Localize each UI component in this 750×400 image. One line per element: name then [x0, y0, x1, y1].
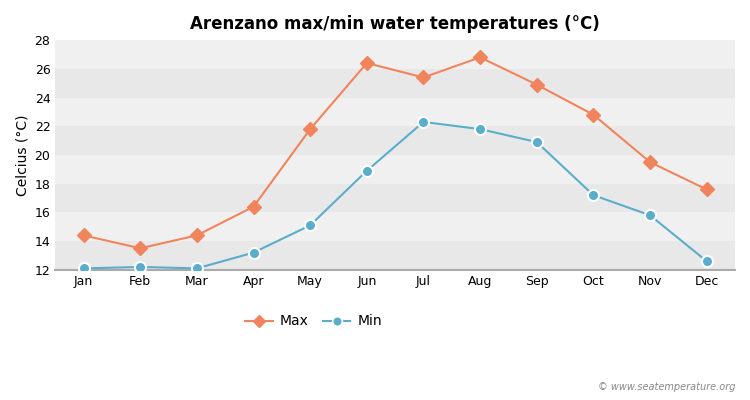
Max	[589, 112, 598, 117]
Max	[476, 55, 484, 60]
Bar	[56, 212, 735, 241]
Max	[136, 246, 145, 251]
Max	[306, 127, 315, 132]
Bar	[56, 98, 735, 126]
Min	[79, 266, 88, 271]
Bar	[56, 241, 735, 270]
Min	[589, 193, 598, 198]
Text: © www.seatemperature.org: © www.seatemperature.org	[598, 382, 735, 392]
Max	[532, 82, 542, 87]
Bar	[56, 155, 735, 184]
Max	[79, 233, 88, 238]
Min	[646, 213, 655, 218]
Min	[193, 266, 202, 271]
Min	[476, 127, 484, 132]
Min	[249, 250, 258, 255]
Title: Arenzano max/min water temperatures (°C): Arenzano max/min water temperatures (°C)	[190, 15, 600, 33]
Bar	[56, 69, 735, 98]
Min	[306, 223, 315, 228]
Bar	[56, 40, 735, 69]
Bar	[56, 184, 735, 212]
Max	[646, 160, 655, 164]
Min	[419, 120, 428, 124]
Max	[419, 75, 428, 80]
Max	[193, 233, 202, 238]
Min	[532, 140, 542, 144]
Line: Max: Max	[79, 52, 712, 253]
Min	[136, 264, 145, 269]
Max	[249, 204, 258, 209]
Max	[702, 187, 711, 192]
Legend: Max, Min: Max, Min	[239, 309, 388, 334]
Line: Min: Min	[78, 116, 712, 274]
Bar	[56, 126, 735, 155]
Max	[362, 61, 371, 66]
Min	[702, 259, 711, 264]
Min	[362, 168, 371, 173]
Y-axis label: Celcius (°C): Celcius (°C)	[15, 114, 29, 196]
